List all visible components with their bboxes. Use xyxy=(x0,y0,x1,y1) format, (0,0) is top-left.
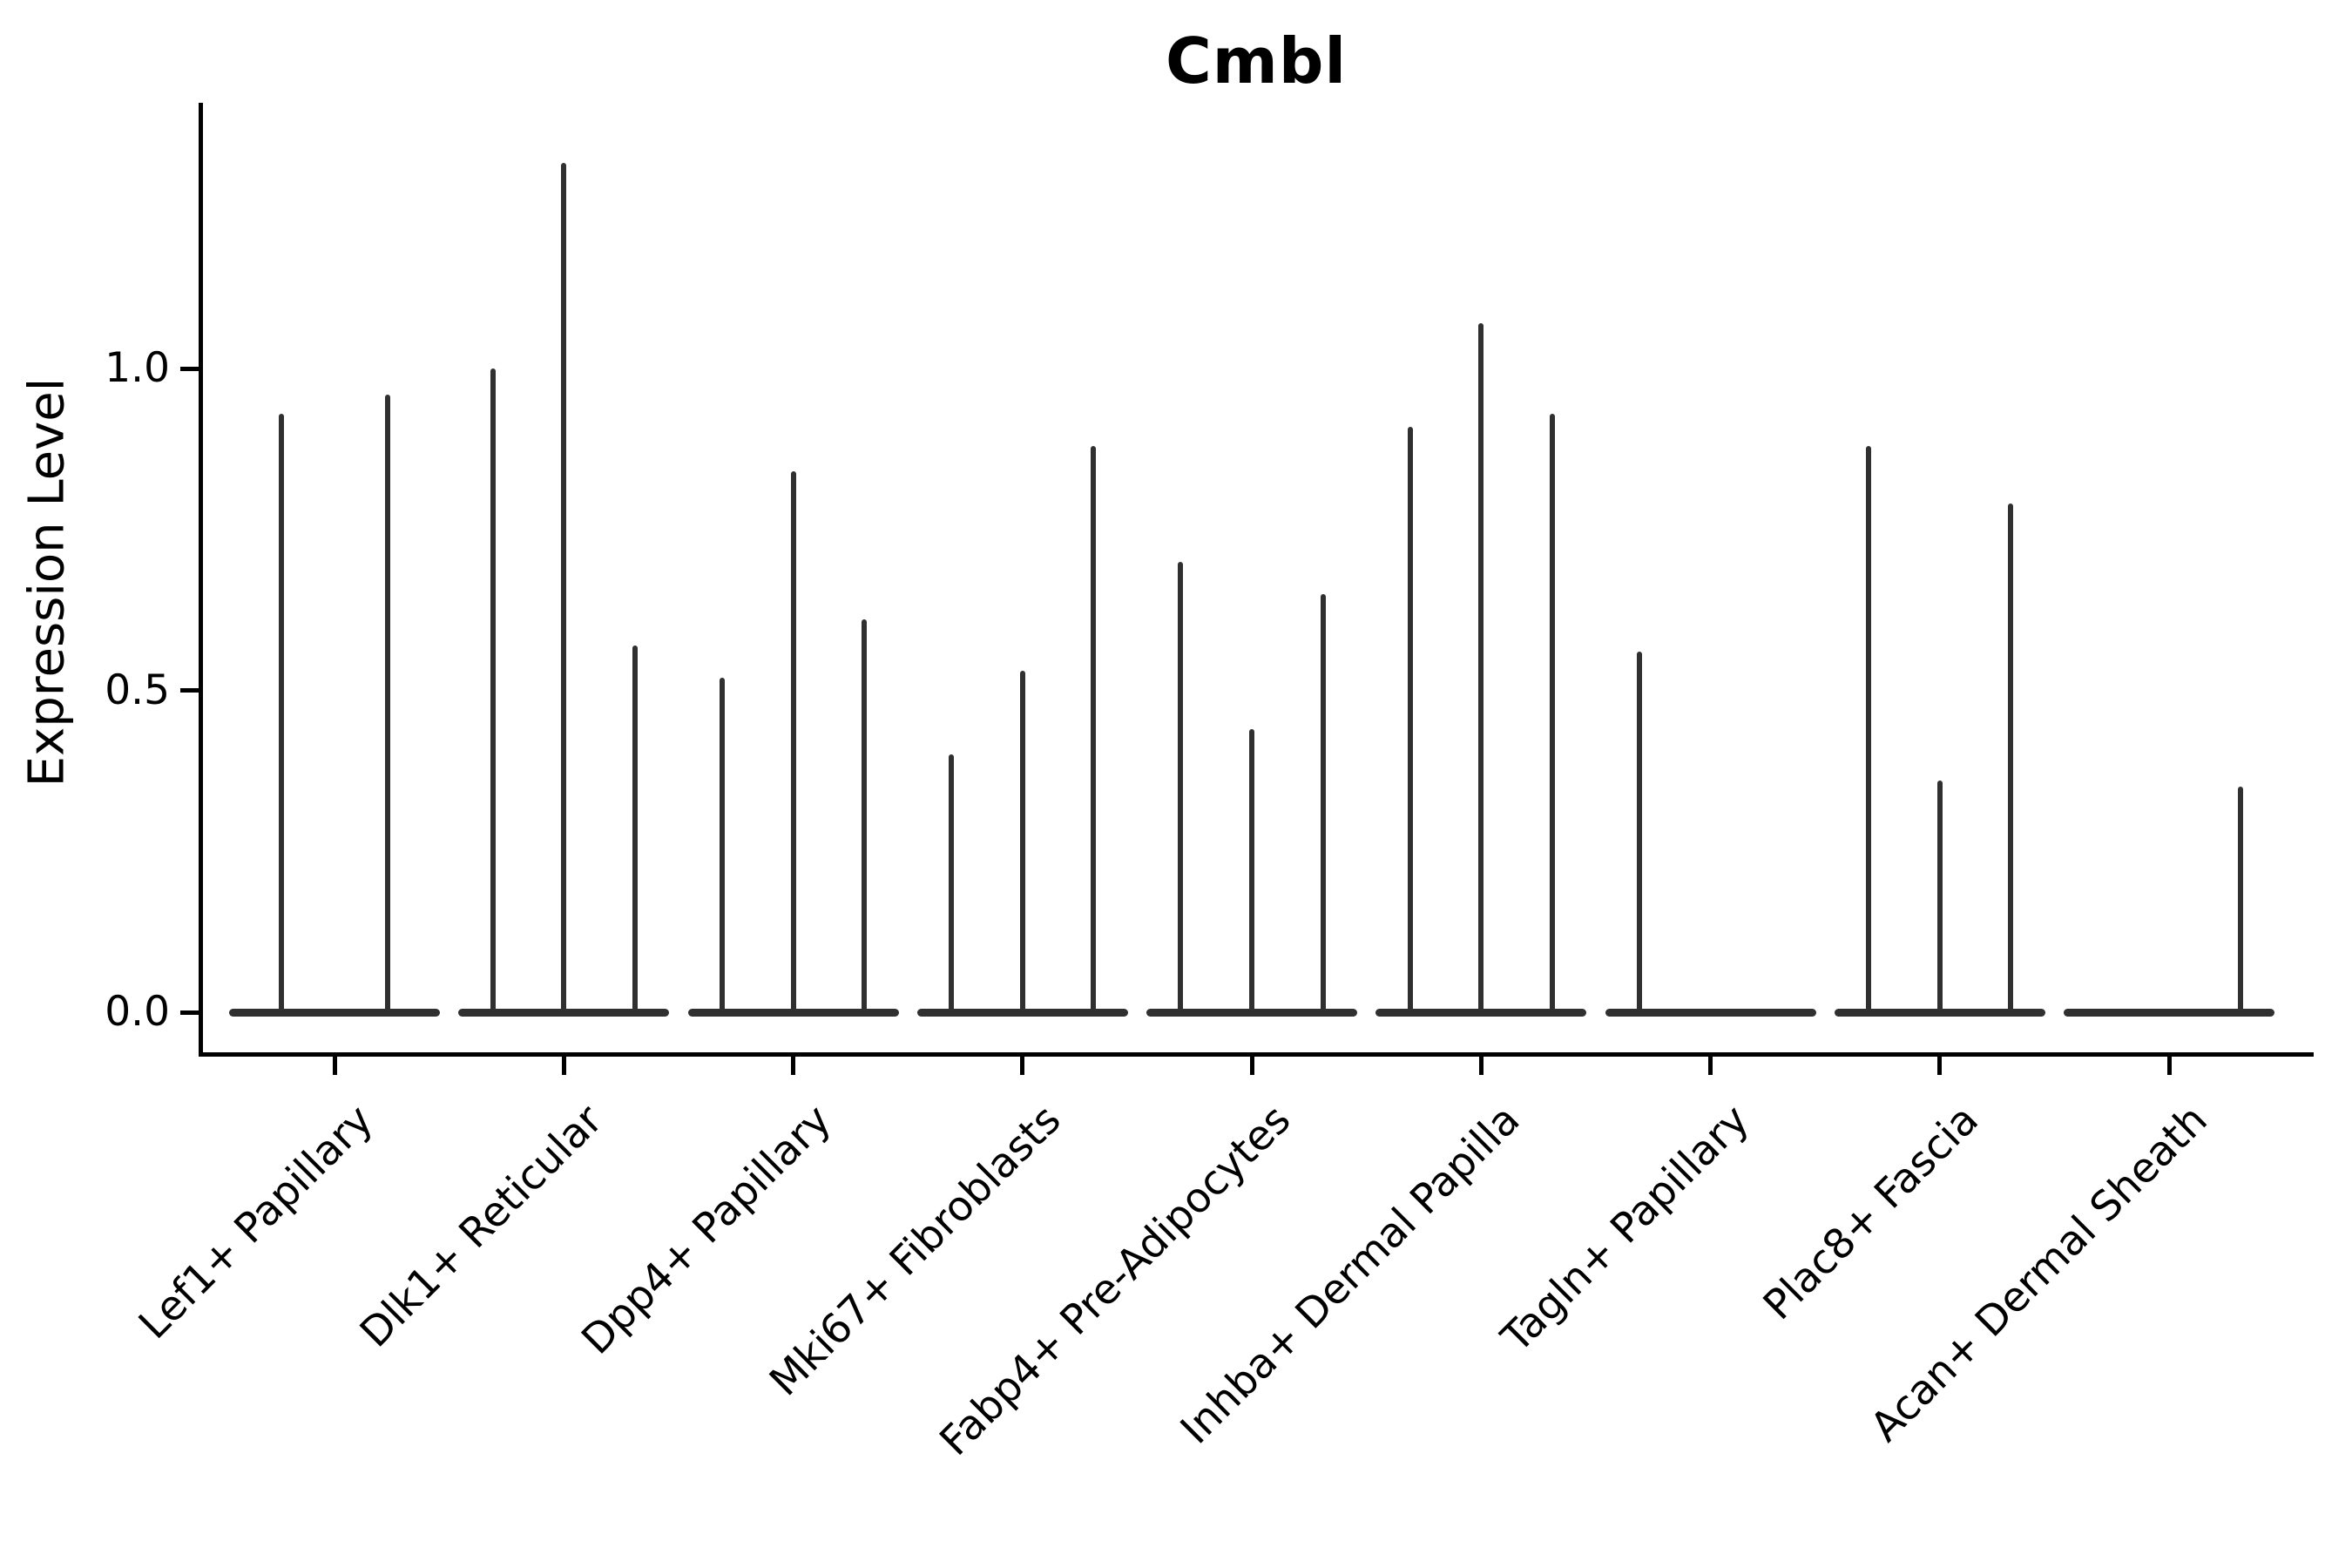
y-tick-label: 0.0 xyxy=(105,988,170,1036)
y-tick-mark xyxy=(180,688,199,693)
violin-spike xyxy=(1636,652,1642,1012)
violin-base xyxy=(1605,1008,1816,1017)
x-tick-mark xyxy=(1478,1056,1484,1075)
violin-spike xyxy=(1249,728,1254,1012)
violin-base xyxy=(1146,1008,1357,1017)
x-tick-mark xyxy=(1020,1056,1025,1075)
violin-spike xyxy=(1866,445,1872,1012)
violin-spike xyxy=(790,471,796,1012)
violin-spike xyxy=(862,619,868,1012)
violin-spike xyxy=(1320,593,1326,1012)
violin-spike xyxy=(279,413,285,1012)
x-axis-spine xyxy=(199,1052,2314,1057)
y-tick-mark xyxy=(180,1010,199,1015)
violin-spike xyxy=(949,754,955,1012)
x-tick-mark xyxy=(2166,1056,2172,1075)
violin-spike xyxy=(1091,445,1097,1012)
x-tick-label: Lef1+ Papillary xyxy=(129,1096,382,1348)
violin-spike xyxy=(1407,426,1413,1012)
y-tick-label: 1.0 xyxy=(105,344,170,392)
violin-spike xyxy=(384,394,390,1012)
x-tick-mark xyxy=(1937,1056,1943,1075)
x-tick-mark xyxy=(561,1056,566,1075)
x-tick-label: Dlk1+ Reticular xyxy=(350,1096,612,1357)
violin-base xyxy=(916,1008,1128,1017)
chart-title: Cmbl xyxy=(1165,24,1348,98)
violin-spike xyxy=(2237,787,2243,1012)
violin-base xyxy=(2064,1008,2274,1017)
violin-spike xyxy=(719,677,725,1012)
violin-base xyxy=(687,1008,899,1017)
x-tick-label: Plac8+ Fascia xyxy=(1754,1096,1988,1329)
violin-spike xyxy=(1178,561,1184,1012)
x-tick-mark xyxy=(1708,1056,1713,1075)
y-tick-mark xyxy=(180,366,199,371)
violin-spike xyxy=(2008,504,2014,1012)
violin-spike xyxy=(561,162,567,1012)
violin-spike xyxy=(490,368,496,1012)
violin-spike xyxy=(1936,780,1943,1012)
x-tick-mark xyxy=(791,1056,795,1075)
y-axis-label: Expression Level xyxy=(18,377,76,787)
violin-spike xyxy=(1019,671,1025,1012)
y-tick-label: 0.5 xyxy=(105,666,170,714)
y-axis-spine xyxy=(199,103,203,1057)
violin-spike xyxy=(632,645,638,1012)
x-tick-label: Dpp4+ Papillary xyxy=(572,1096,841,1364)
x-tick-mark xyxy=(332,1056,337,1075)
violin-base xyxy=(458,1008,670,1017)
x-tick-label: Tagln+ Papillary xyxy=(1492,1096,1759,1362)
violin-base xyxy=(229,1008,440,1017)
violin-spike xyxy=(1549,413,1555,1012)
violin-spike xyxy=(1478,323,1484,1012)
x-tick-mark xyxy=(1249,1056,1254,1075)
violin-base xyxy=(1375,1008,1587,1017)
violin-base xyxy=(1834,1008,2045,1017)
